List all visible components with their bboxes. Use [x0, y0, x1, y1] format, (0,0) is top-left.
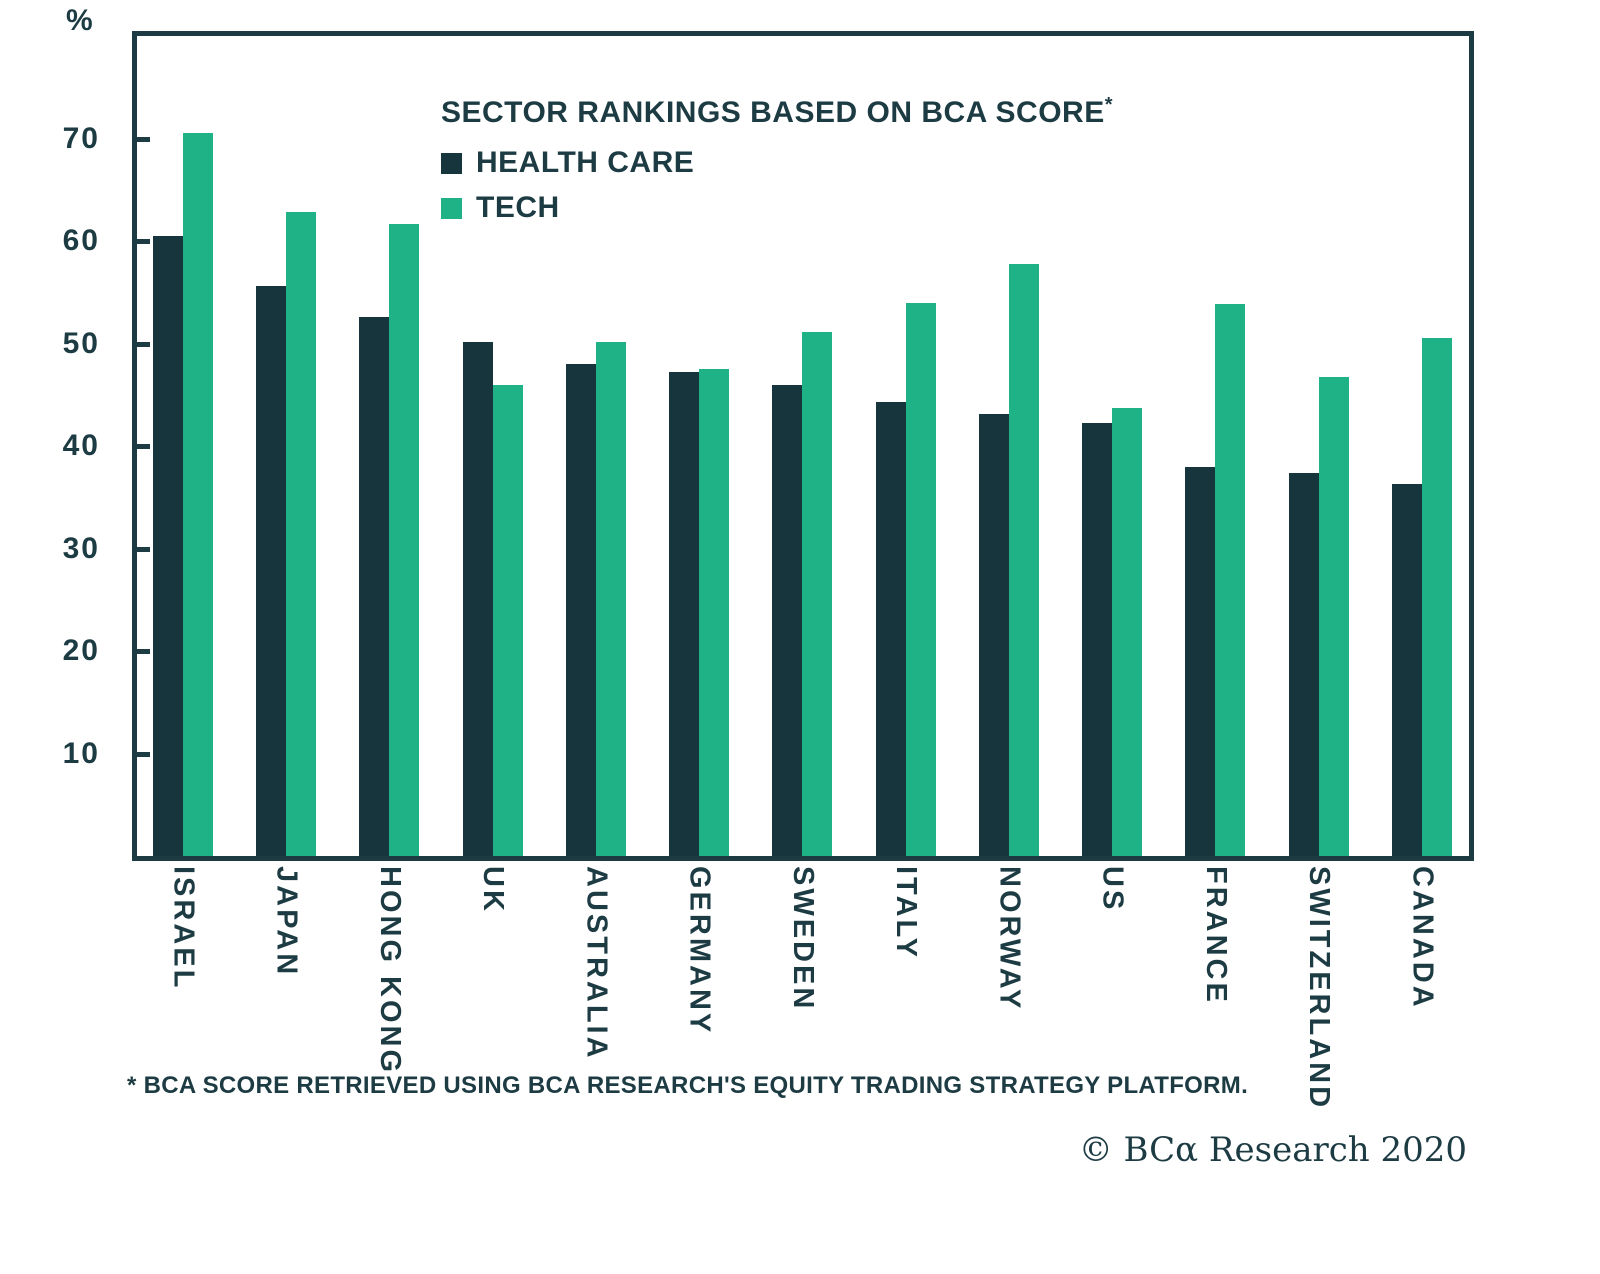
- footnote: * BCA SCORE RETRIEVED USING BCA RESEARCH…: [127, 1072, 1249, 1099]
- bar-health-care-norway: [978, 414, 1009, 856]
- y-tick-label-10: 10: [62, 736, 100, 770]
- bar-tech-france: [1215, 303, 1246, 856]
- bar-tech-switzerland: [1318, 377, 1349, 856]
- bar-tech-canada: [1421, 338, 1452, 856]
- y-tick-mark-60: [137, 239, 150, 244]
- legend: SECTOR RANKINGS BASED ON BCA SCORE* HEAL…: [441, 94, 1114, 224]
- chart-title: SECTOR RANKINGS BASED ON BCA SCORE*: [441, 94, 1114, 130]
- y-tick-label-30: 30: [62, 531, 100, 565]
- plot-area: [132, 31, 1474, 861]
- x-label-israel: ISRAEL: [167, 866, 200, 991]
- legend-label: HEALTH CARE: [476, 146, 695, 179]
- y-tick-mark-30: [137, 546, 150, 552]
- chart-title-text: SECTOR RANKINGS BASED ON BCA SCORE: [441, 96, 1105, 129]
- x-label-us: US: [1096, 866, 1129, 913]
- x-label-canada: CANADA: [1406, 866, 1439, 1010]
- y-tick-label-40: 40: [62, 429, 100, 462]
- y-tick-mark-50: [137, 341, 150, 347]
- x-label-hong-kong: HONG KONG: [373, 866, 406, 1076]
- legend-item-tech: TECH: [441, 191, 1113, 224]
- x-label-sweden: SWEDEN: [786, 866, 819, 1012]
- bar-tech-sweden: [802, 332, 833, 856]
- bar-tech-uk: [492, 384, 523, 856]
- bar-health-care-italy: [875, 401, 906, 856]
- bar-tech-israel: [183, 133, 213, 856]
- bar-health-care-australia: [565, 364, 596, 856]
- bar-tech-germany: [699, 369, 730, 856]
- legend-label: TECH: [476, 191, 560, 224]
- bar-tech-hong-kong: [389, 223, 420, 856]
- x-label-norway: NORWAY: [993, 866, 1026, 1012]
- y-tick-mark-40: [137, 444, 150, 449]
- bar-tech-italy: [905, 302, 936, 856]
- bar-health-care-france: [1185, 466, 1216, 856]
- y-tick-label-70: 70: [62, 121, 100, 155]
- bar-tech-japan: [286, 212, 317, 856]
- bar-health-care-us: [1082, 423, 1113, 856]
- legend-swatch-icon: [441, 152, 462, 174]
- x-label-switzerland: SWITZERLAND: [1303, 866, 1336, 1111]
- y-axis-unit-label: %: [66, 4, 93, 37]
- bar-health-care-canada: [1391, 483, 1422, 856]
- bar-health-care-germany: [669, 372, 700, 856]
- legend-item-health-care: HEALTH CARE: [441, 146, 1113, 179]
- x-label-italy: ITALY: [890, 866, 923, 960]
- x-label-france: FRANCE: [1199, 866, 1232, 1005]
- chart-title-asterisk: *: [1104, 94, 1114, 116]
- bar-tech-australia: [595, 342, 626, 856]
- attribution: © BCα Research 2020: [1078, 1130, 1467, 1170]
- x-label-uk: UK: [477, 866, 510, 914]
- y-tick-mark-20: [137, 649, 150, 654]
- y-tick-label-50: 50: [62, 326, 100, 360]
- legend-swatch-icon: [441, 197, 462, 219]
- y-tick-mark-70: [137, 136, 150, 142]
- y-tick-label-60: 60: [62, 224, 100, 257]
- legend-rows: HEALTH CARE TECH: [441, 146, 1113, 224]
- bar-tech-norway: [1008, 263, 1039, 856]
- bar-tech-us: [1112, 408, 1143, 856]
- bar-health-care-japan: [256, 286, 287, 856]
- x-label-australia: AUSTRALIA: [580, 866, 613, 1061]
- bar-health-care-israel: [153, 235, 183, 856]
- bar-health-care-hong-kong: [359, 316, 390, 856]
- bar-health-care-switzerland: [1288, 472, 1319, 856]
- x-label-germany: GERMANY: [683, 866, 716, 1036]
- y-tick-label-20: 20: [62, 634, 100, 667]
- bar-health-care-uk: [462, 342, 493, 856]
- x-label-japan: JAPAN: [270, 866, 303, 978]
- y-tick-mark-10: [137, 751, 150, 757]
- bar-health-care-sweden: [772, 384, 803, 856]
